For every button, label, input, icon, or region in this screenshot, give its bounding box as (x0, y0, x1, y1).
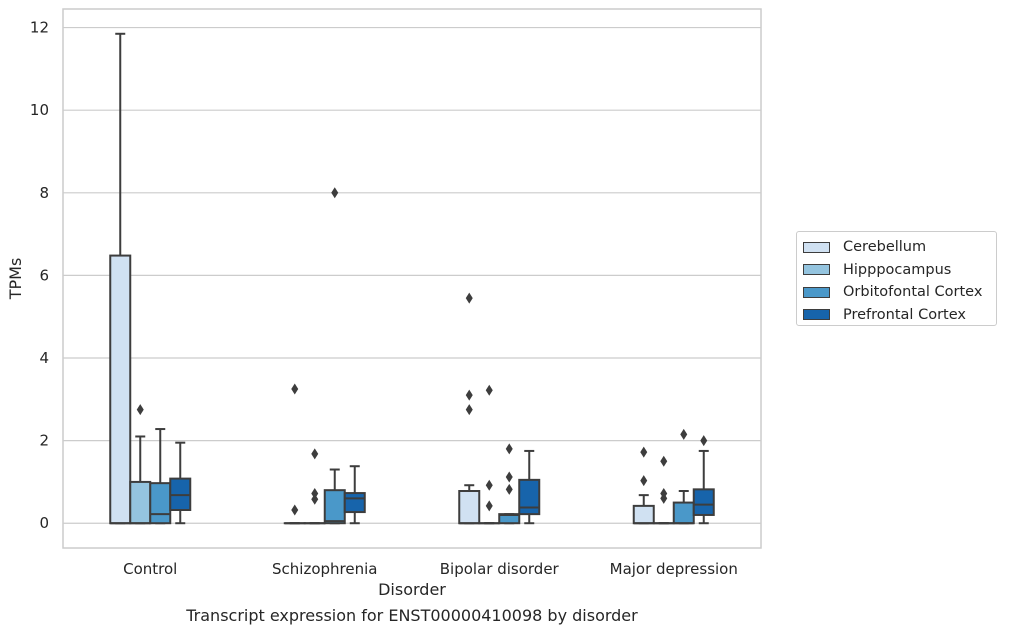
y-tick-label: 4 (39, 349, 49, 367)
x-tick-label: Bipolar disorder (440, 560, 560, 578)
outlier-point (291, 383, 299, 395)
outlier-point (640, 475, 648, 487)
box-orbitofontal-cortex (672, 428, 695, 525)
legend-swatch (803, 286, 830, 298)
outlier-point (505, 443, 513, 455)
plot-frame (62, 8, 762, 549)
box-hipppocampus (478, 384, 501, 525)
outlier-point (680, 428, 688, 440)
box-iqr (632, 504, 655, 525)
box-prefrontal-cortex (518, 449, 541, 525)
legend-item: Prefrontal Cortex (803, 304, 996, 327)
box-iqr (672, 501, 695, 525)
legend: Cerebellum Hipppocampus Orbitofontal Corte… (796, 231, 997, 326)
chart-caption: Transcript expression for ENST0000041009… (186, 606, 638, 625)
outlier-point (660, 455, 668, 467)
box-iqr (323, 489, 346, 525)
x-tick-label: Control (123, 560, 177, 578)
outlier-point (311, 448, 319, 460)
legend-label: Prefrontal Cortex (843, 306, 966, 323)
box-cerebellum (283, 383, 306, 525)
outlier-point (291, 504, 299, 516)
box-prefrontal-cortex (692, 435, 715, 525)
box-prefrontal-cortex (343, 465, 366, 525)
outlier-point (505, 483, 513, 495)
legend-label: Hipppocampus (843, 261, 952, 278)
legend-label: Orbitofontal Cortex (843, 284, 983, 301)
box-iqr (692, 488, 715, 516)
y-axis-title: TPMs (6, 258, 25, 301)
box-iqr (149, 482, 172, 525)
outlier-point (485, 384, 493, 396)
box-orbitofontal-cortex (498, 443, 521, 525)
box-orbitofontal-cortex (323, 187, 346, 525)
box-hipppocampus (303, 448, 326, 525)
box-hipppocampus (129, 404, 152, 525)
x-tick-labels: Control Schizophrenia Bipolar disorder Majo… (123, 560, 738, 578)
outlier-point (465, 389, 473, 401)
outlier-point (700, 435, 708, 447)
outlier-point (311, 493, 319, 505)
outlier-point (505, 471, 513, 483)
legend-swatch (803, 241, 830, 253)
box-iqr (518, 478, 541, 516)
outlier-point (465, 292, 473, 304)
legend-item: Hipppocampus (803, 259, 996, 282)
x-axis-title: Disorder (378, 580, 446, 599)
legend-swatch (803, 264, 830, 276)
y-tick-label: 10 (30, 101, 49, 119)
x-tick-label: Schizophrenia (272, 560, 377, 578)
outlier-point (485, 479, 493, 491)
box-cerebellum (109, 32, 132, 525)
y-tick-label: 8 (39, 184, 49, 202)
box-prefrontal-cortex (169, 441, 192, 525)
y-tick-label: 12 (30, 19, 49, 37)
box-cerebellum (458, 292, 481, 525)
y-tick-label: 2 (39, 432, 49, 450)
x-tick-label: Major depression (610, 560, 738, 578)
legend-swatch (803, 309, 830, 321)
box-iqr (458, 490, 481, 525)
legend-label: Cerebellum (843, 239, 927, 256)
outlier-point (311, 487, 319, 499)
gridlines (63, 26, 761, 524)
outlier-point (640, 446, 648, 458)
box-series (109, 32, 715, 525)
y-tick-label: 6 (39, 266, 49, 284)
box-iqr (343, 492, 366, 514)
legend-item: Orbitofontal Cortex (803, 281, 996, 304)
outlier-point (485, 500, 493, 512)
outlier-point (465, 404, 473, 416)
outlier-point (331, 187, 339, 199)
legend-item: Cerebellum (803, 236, 996, 259)
outlier-point (136, 404, 144, 416)
box-orbitofontal-cortex (149, 428, 172, 525)
box-hipppocampus (652, 455, 675, 525)
box-cerebellum (632, 446, 655, 525)
outlier-point (660, 487, 668, 499)
box-iqr (109, 254, 132, 525)
box-iqr (129, 480, 152, 525)
y-tick-label: 0 (39, 514, 49, 532)
y-tick-labels: 0 2 4 6 8 10 12 (30, 19, 49, 533)
